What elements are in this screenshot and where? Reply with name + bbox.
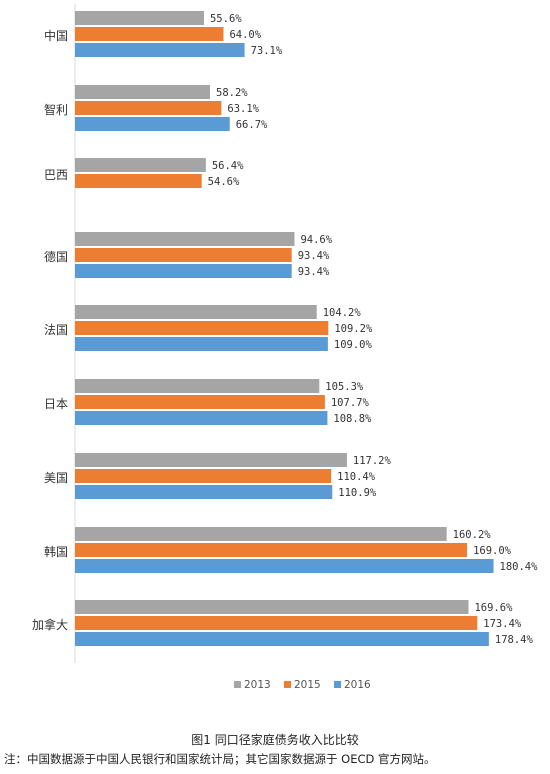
data-label: 109.0%: [334, 339, 373, 351]
data-label: 93.4%: [298, 250, 330, 262]
bar-2015: [75, 543, 468, 557]
bar-2015: [75, 101, 222, 115]
legend-label: 2015: [294, 679, 321, 691]
figure-caption: 图1 同口径家庭债务收入比比较: [191, 733, 359, 747]
data-label: 93.4%: [298, 266, 330, 278]
source-note: 注：中国数据源于中国人民银行和国家统计局；其它国家数据源于 OECD 官方网站。: [4, 752, 436, 766]
data-label: 169.6%: [474, 602, 513, 614]
data-label: 160.2%: [453, 529, 492, 541]
legend-label: 2013: [244, 679, 271, 691]
bar-2013: [75, 85, 211, 99]
data-label: 169.0%: [473, 545, 512, 557]
data-label: 110.9%: [338, 487, 377, 499]
category-label: 日本: [44, 397, 68, 411]
bar-2015: [75, 321, 329, 335]
bar-2013: [75, 158, 206, 172]
category-label: 美国: [44, 471, 68, 485]
bar-2013: [75, 600, 469, 614]
data-label: 94.6%: [300, 234, 332, 246]
data-label: 173.4%: [483, 618, 522, 630]
bar-2016: [75, 559, 494, 573]
legend-swatch-2013: [234, 681, 241, 688]
bar-2016: [75, 485, 333, 499]
category-label: 韩国: [44, 544, 68, 559]
bar-2013: [75, 453, 347, 467]
bar-2013: [75, 305, 317, 319]
category-label: 德国: [44, 249, 68, 264]
data-label: 180.4%: [500, 561, 539, 573]
bar-2013: [75, 232, 295, 246]
legend: 2013 2015 2016: [234, 679, 371, 691]
bar-2016: [75, 411, 328, 425]
data-label: 117.2%: [353, 455, 392, 467]
data-label: 110.4%: [337, 471, 376, 483]
bar-2013: [75, 379, 320, 393]
bar-2016: [75, 264, 292, 278]
bar-2016: [75, 337, 328, 351]
data-label: 178.4%: [495, 634, 534, 646]
data-label: 63.1%: [227, 103, 259, 115]
legend-label: 2016: [344, 679, 371, 691]
category-label: 法国: [44, 323, 68, 337]
legend-swatch-2015: [284, 681, 291, 688]
bar-2016: [75, 43, 245, 57]
category-label: 加拿大: [32, 617, 68, 632]
bar-2013: [75, 527, 447, 541]
data-label: 104.2%: [323, 307, 362, 319]
data-label: 58.2%: [216, 87, 248, 99]
data-label: 64.0%: [229, 29, 261, 41]
bar-2015: [75, 27, 224, 41]
data-label: 107.7%: [331, 397, 370, 409]
data-label: 73.1%: [251, 45, 283, 57]
legend-swatch-2016: [334, 681, 341, 688]
bar-2016: [75, 632, 489, 646]
bar-2016: [75, 117, 230, 131]
bar-2015: [75, 395, 325, 409]
category-label: 巴西: [44, 168, 68, 182]
data-label: 105.3%: [325, 381, 364, 393]
bar-2015: [75, 248, 292, 262]
bar-2015: [75, 469, 332, 483]
data-label: 108.8%: [333, 413, 372, 425]
data-label: 56.4%: [212, 160, 244, 172]
bar-2015: [75, 174, 202, 188]
category-label: 智利: [44, 102, 68, 117]
data-label: 55.6%: [210, 13, 242, 25]
data-label: 109.2%: [334, 323, 373, 335]
category-label: 中国: [44, 28, 68, 43]
bar-2013: [75, 11, 204, 25]
data-label: 54.6%: [208, 176, 240, 188]
data-label: 66.7%: [236, 119, 268, 131]
bar-2015: [75, 616, 478, 630]
